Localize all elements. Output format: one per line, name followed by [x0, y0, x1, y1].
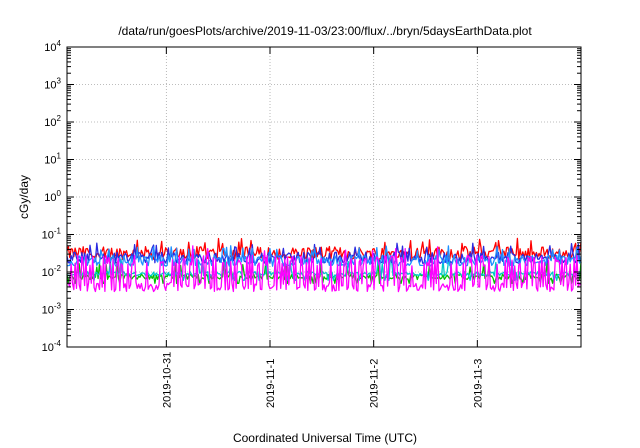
x-tick-label: 2019-11-2	[369, 359, 381, 408]
series-line	[66, 245, 582, 267]
y-axis: 10-4 10-3 10-2 10-1 100 101 102 103 104	[42, 39, 581, 354]
x-axis-label: Coordinated Universal Time (UTC)	[233, 431, 417, 445]
y-tick-label: 10-4	[42, 339, 62, 354]
y-axis-label: cGy/day	[17, 175, 31, 219]
y-tick-label: 10-3	[42, 302, 62, 317]
y-tick-label: 103	[44, 77, 61, 92]
x-axis: 2019-10-31 2019-11-1 2019-11-2 2019-11-3	[161, 47, 484, 408]
chart-title: /data/run/goesPlots/archive/2019-11-03/2…	[118, 24, 532, 38]
series-line	[66, 245, 582, 293]
series-line	[67, 258, 582, 281]
x-tick-label: 2019-11-1	[265, 359, 277, 408]
y-tick-label: 101	[44, 152, 61, 167]
y-tick-label: 102	[44, 114, 61, 129]
series-line	[66, 261, 582, 284]
series-lines	[66, 237, 582, 293]
x-tick-label: 2019-11-3	[472, 359, 484, 408]
x-tick-label: 2019-10-31	[161, 352, 173, 408]
y-tick-label: 100	[44, 189, 61, 204]
y-tick-label: 104	[44, 39, 61, 54]
y-tick-label: 10-1	[42, 227, 62, 242]
grid	[67, 47, 581, 347]
plot-frame	[66, 46, 582, 348]
y-tick-label: 10-2	[42, 264, 62, 279]
